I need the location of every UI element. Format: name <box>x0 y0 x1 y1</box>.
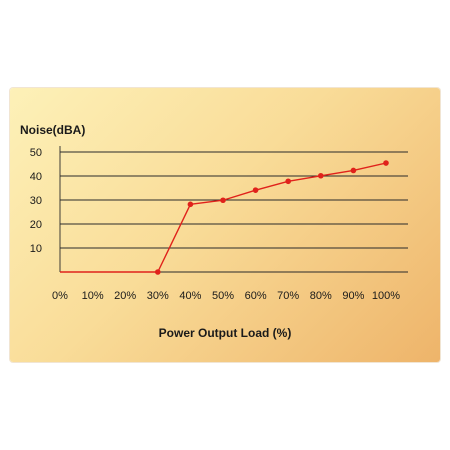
x-tick-label: 30% <box>147 290 169 302</box>
y-tick-label: 20 <box>30 219 42 231</box>
x-tick-label: 70% <box>277 290 299 302</box>
x-tick-label: 90% <box>342 290 364 302</box>
y-tick-label: 10 <box>30 243 42 255</box>
chart-panel <box>10 88 440 362</box>
x-tick-label: 60% <box>245 290 267 302</box>
y-axis-label: Noise(dBA) <box>20 123 85 137</box>
x-tick-label: 50% <box>212 290 234 302</box>
y-tick-label: 50 <box>30 147 42 159</box>
series-group <box>60 160 389 275</box>
data-point <box>252 187 259 193</box>
data-point <box>318 172 324 179</box>
x-tick-label: 0% <box>52 290 68 302</box>
series-line <box>60 162 387 273</box>
data-point <box>220 197 226 204</box>
x-tick-label: 80% <box>310 290 332 302</box>
x-tick-label: 100% <box>372 290 400 302</box>
x-tick-label: 20% <box>114 290 136 302</box>
data-point <box>155 269 161 275</box>
x-axis-label: Power Output Load (%) <box>159 326 292 340</box>
grid-lines <box>59 146 408 273</box>
x-tick-labels: 0% 10% 20% 30% 40% 50% 60% 70% 80% 90% 100% <box>52 290 400 302</box>
data-point <box>350 167 357 174</box>
y-tick-label: 40 <box>30 171 42 183</box>
y-tick-labels: 10 20 30 40 50 <box>30 147 42 255</box>
x-tick-label: 40% <box>179 290 201 302</box>
x-tick-label: 10% <box>82 290 104 302</box>
data-point <box>383 160 389 166</box>
y-tick-label: 30 <box>30 195 42 207</box>
data-point <box>285 178 292 185</box>
data-point <box>187 201 194 208</box>
